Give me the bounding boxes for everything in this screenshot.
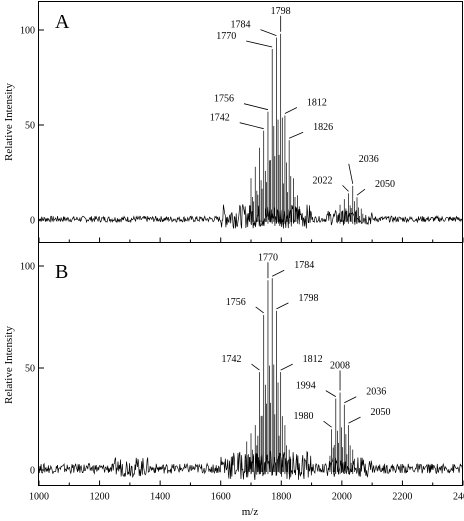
panel-b-peak-leader bbox=[276, 302, 289, 310]
panel-a-peak bbox=[278, 33, 283, 224]
panel-a-peak-label: 1812 bbox=[307, 98, 327, 109]
panel-a-spectrum-trace bbox=[38, 204, 463, 229]
panel-b-peak bbox=[244, 441, 249, 475]
panel-b-spectrum-trace bbox=[38, 450, 464, 481]
panel-a-peak bbox=[261, 130, 266, 224]
panel-b-peak bbox=[329, 429, 334, 475]
panel-b-peak bbox=[350, 449, 355, 475]
panel-a-peak-label: 1784 bbox=[230, 20, 250, 31]
panel-a-peak-leader bbox=[239, 122, 264, 130]
panel-b-peak bbox=[333, 398, 338, 475]
panel-b-peak bbox=[338, 392, 342, 475]
panel-b-y-tick-label: 0 bbox=[30, 466, 35, 477]
panel-a-y-tick-label: 100 bbox=[20, 26, 35, 37]
panel-b-y-axis-title: Relative Intensity bbox=[3, 326, 15, 404]
panel-b-peak-label: 2008 bbox=[330, 360, 350, 371]
panel-a-peak bbox=[274, 37, 279, 224]
panel-b-peak bbox=[266, 280, 270, 475]
panel-b-peak bbox=[257, 372, 262, 475]
panel-a-peak bbox=[257, 147, 262, 224]
panel-b: B Relative Intensity 0 50 100 1000 1200 1400 1… bbox=[3, 242, 464, 503]
panel-b-peak bbox=[261, 314, 266, 475]
panel-a-peak-leader bbox=[356, 188, 366, 196]
panel-b-peak bbox=[274, 310, 279, 475]
panel-b-peak bbox=[278, 372, 283, 475]
panel-a-peak-leader bbox=[289, 131, 304, 139]
panel-b-peak-label: 1770 bbox=[258, 252, 278, 263]
panel-b-letter: B bbox=[55, 261, 68, 283]
panel-a-peak-leader bbox=[243, 103, 269, 111]
panel-a-peak-leader bbox=[246, 40, 273, 48]
panel-a-peak-label: 1798 bbox=[271, 6, 291, 17]
panel-a-peak-label: 2050 bbox=[375, 179, 395, 190]
x-tick-label: 1000 bbox=[29, 492, 49, 503]
x-tick-label: 1800 bbox=[271, 492, 291, 503]
panel-a-peak-leader bbox=[342, 185, 349, 192]
x-tick-label: 2400 bbox=[453, 492, 464, 503]
panel-b-peak bbox=[282, 425, 287, 475]
panel-a-peak bbox=[249, 178, 253, 224]
panel-b-peak-label: 1798 bbox=[298, 293, 318, 304]
panel-b-peak bbox=[249, 433, 253, 475]
panel-b-peak bbox=[287, 449, 292, 475]
panel-b-peak-leader bbox=[344, 396, 357, 404]
panel-a-peak-leader bbox=[260, 29, 277, 36]
panel-a-peak bbox=[359, 208, 364, 224]
panel-b-peak-label: 2050 bbox=[371, 407, 391, 418]
panel-b-peak-label: 1994 bbox=[296, 381, 316, 392]
x-tick-label: 1200 bbox=[90, 492, 110, 503]
panel-b-peak-label: 1784 bbox=[294, 260, 314, 271]
panel-a-peak-leader bbox=[348, 163, 354, 184]
panel-b-peak-label: 1980 bbox=[294, 411, 314, 422]
panel-b-peak-label: 1756 bbox=[226, 297, 246, 308]
panel-a-peak-label: 1826 bbox=[313, 122, 333, 133]
panel-b-peak-label: 2036 bbox=[366, 387, 386, 398]
panel-a-y-axis-title: Relative Intensity bbox=[3, 83, 15, 161]
panel-a-peak-label: 2036 bbox=[359, 154, 379, 165]
x-tick-label: 1600 bbox=[211, 492, 231, 503]
panel-b-peak-leader bbox=[255, 306, 264, 314]
panel-a-letter: A bbox=[55, 11, 70, 33]
panel-a-y-tick-label: 0 bbox=[30, 216, 35, 227]
panel-b-peak bbox=[346, 425, 351, 475]
panel-a-peak bbox=[282, 115, 287, 224]
panel-b-peak bbox=[270, 278, 275, 475]
x-tick-label: 1400 bbox=[150, 492, 170, 503]
panel-a-y-tick-label: 50 bbox=[25, 121, 35, 132]
x-tick-label: 2200 bbox=[392, 492, 412, 503]
panel-b-frame bbox=[38, 242, 463, 486]
panel-a-peak bbox=[287, 140, 292, 224]
panel-a-peak-label: 1756 bbox=[214, 94, 234, 105]
panel-b-peak bbox=[342, 404, 347, 475]
panel-b-y-tick-label: 100 bbox=[20, 262, 35, 273]
panel-b-peak-leader bbox=[348, 416, 361, 424]
x-tick-label: 2000 bbox=[332, 492, 352, 503]
panel-a-peak-leader bbox=[284, 107, 298, 114]
panel-b-peak-label: 1812 bbox=[303, 354, 323, 365]
panel-a-peak-label: 2022 bbox=[313, 175, 333, 186]
panel-b-peak-leader bbox=[251, 363, 260, 371]
panel-a-peak bbox=[346, 193, 351, 224]
panel-a-peak-label: 1742 bbox=[210, 113, 230, 124]
x-axis-title: m/z bbox=[242, 506, 259, 518]
panel-b-peak-label: 1742 bbox=[221, 354, 241, 365]
panel-b-y-tick-label: 50 bbox=[25, 364, 35, 375]
panel-a-peak bbox=[355, 197, 359, 224]
panel-a-peak bbox=[266, 111, 270, 224]
panel-a-peak bbox=[291, 178, 296, 224]
panel-a: A Relative Intensity 0501001742175617701… bbox=[3, 1, 464, 243]
panel-a-peak bbox=[350, 185, 355, 224]
panel-a-peak bbox=[338, 204, 342, 224]
panel-a-peak bbox=[270, 49, 275, 224]
panel-b-peak-leader bbox=[280, 363, 293, 371]
panel-a-peak bbox=[253, 166, 258, 224]
panel-b-peak-leader bbox=[272, 269, 285, 277]
panel-b-peak-leader bbox=[325, 390, 337, 397]
panel-a-peak bbox=[295, 195, 300, 224]
panel-b-peak-leader bbox=[323, 420, 332, 428]
panel-a-peak bbox=[342, 199, 347, 224]
panel-b-peak bbox=[253, 425, 258, 475]
panel-a-peak-label: 1770 bbox=[216, 31, 236, 42]
